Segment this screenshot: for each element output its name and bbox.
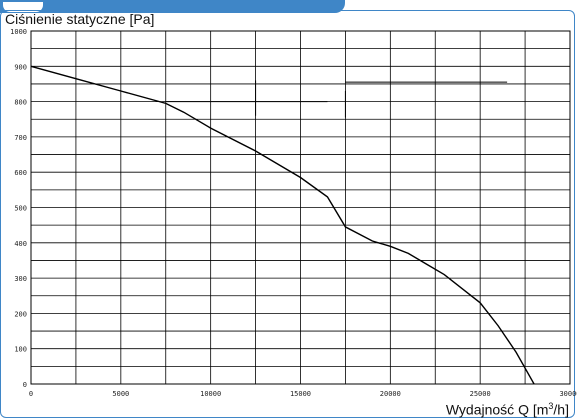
x-tick-label: 20000 xyxy=(380,390,401,398)
y-tick-label: 500 xyxy=(14,205,27,213)
x-axis-label: Wydajność Q [m3/h] xyxy=(446,401,569,418)
y-tick-label: 400 xyxy=(14,240,27,248)
x-axis-label-main: Wydajność Q [m xyxy=(445,401,549,418)
y-tick-label: 800 xyxy=(14,99,27,107)
y-tick-label: 600 xyxy=(14,169,27,177)
x-tick-label: 0 xyxy=(29,390,33,398)
y-tick-label: 900 xyxy=(14,63,27,71)
x-tick-label: 5000 xyxy=(112,390,129,398)
y-tick-label: 0 xyxy=(23,381,27,389)
y-tick-label: 1000 xyxy=(10,28,27,36)
chart-border xyxy=(0,10,575,418)
chart-title: Ciśnienie statyczne [Pa] xyxy=(5,11,155,27)
y-tick-label: 100 xyxy=(14,346,27,354)
x-axis-label-end: /h] xyxy=(553,401,569,418)
fan-curve-line xyxy=(30,65,535,385)
x-axis-label-sup: 3 xyxy=(548,401,554,411)
x-tick-label: 15000 xyxy=(290,390,311,398)
y-tick-label: 200 xyxy=(14,310,27,318)
y-tick-label: 700 xyxy=(14,134,27,142)
x-tick-label: 25000 xyxy=(470,390,491,398)
x-tick-label: 10000 xyxy=(200,390,221,398)
y-tick-label: 300 xyxy=(14,275,27,283)
